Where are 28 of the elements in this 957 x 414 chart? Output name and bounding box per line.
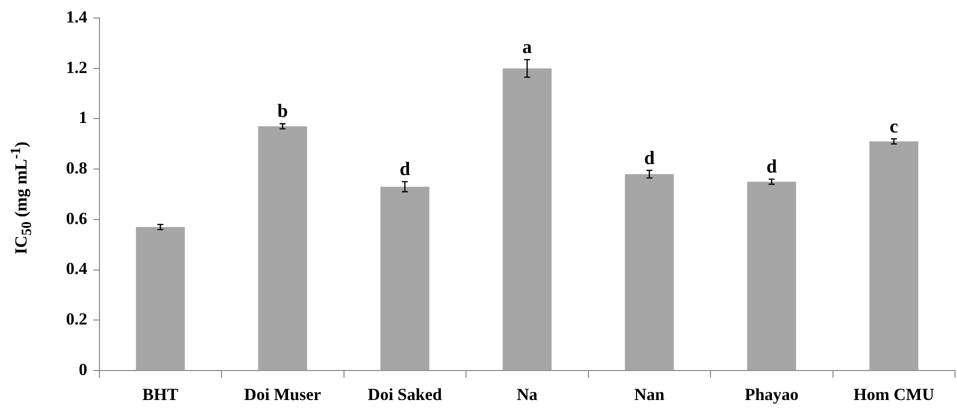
annotation: b <box>277 101 288 122</box>
x-tick-label: Hom CMU <box>854 385 934 404</box>
bar <box>624 174 674 370</box>
annotation: d <box>400 159 411 180</box>
bar <box>258 126 308 370</box>
x-tick-label: Na <box>516 385 538 404</box>
annotation: c <box>890 116 898 138</box>
y-tick-label: 0.2 <box>66 310 88 329</box>
y-tick-label: 1.2 <box>66 58 88 77</box>
bar <box>869 141 918 370</box>
bar <box>380 186 430 370</box>
annotation: d <box>644 148 656 169</box>
annotation: a <box>522 36 532 58</box>
x-tick-label: Phayao <box>744 385 799 404</box>
y-tick-label: 0.8 <box>66 158 88 178</box>
annotation: d <box>766 156 778 178</box>
x-tick-label: Doi Saked <box>368 385 442 404</box>
x-tick-label: BHT <box>142 385 179 404</box>
y-tick-label: 1.4 <box>66 7 88 26</box>
y-tick-label: 0.6 <box>66 208 88 228</box>
x-tick-label: Doi Muser <box>244 385 322 404</box>
bar <box>747 182 796 370</box>
y-tick-label: 0 <box>78 360 88 379</box>
bar <box>502 68 552 370</box>
y-tick-label: 1 <box>78 108 88 128</box>
x-tick-label: Nan <box>634 385 666 404</box>
y-tick-label: 0.4 <box>66 259 88 278</box>
bar <box>136 227 185 370</box>
